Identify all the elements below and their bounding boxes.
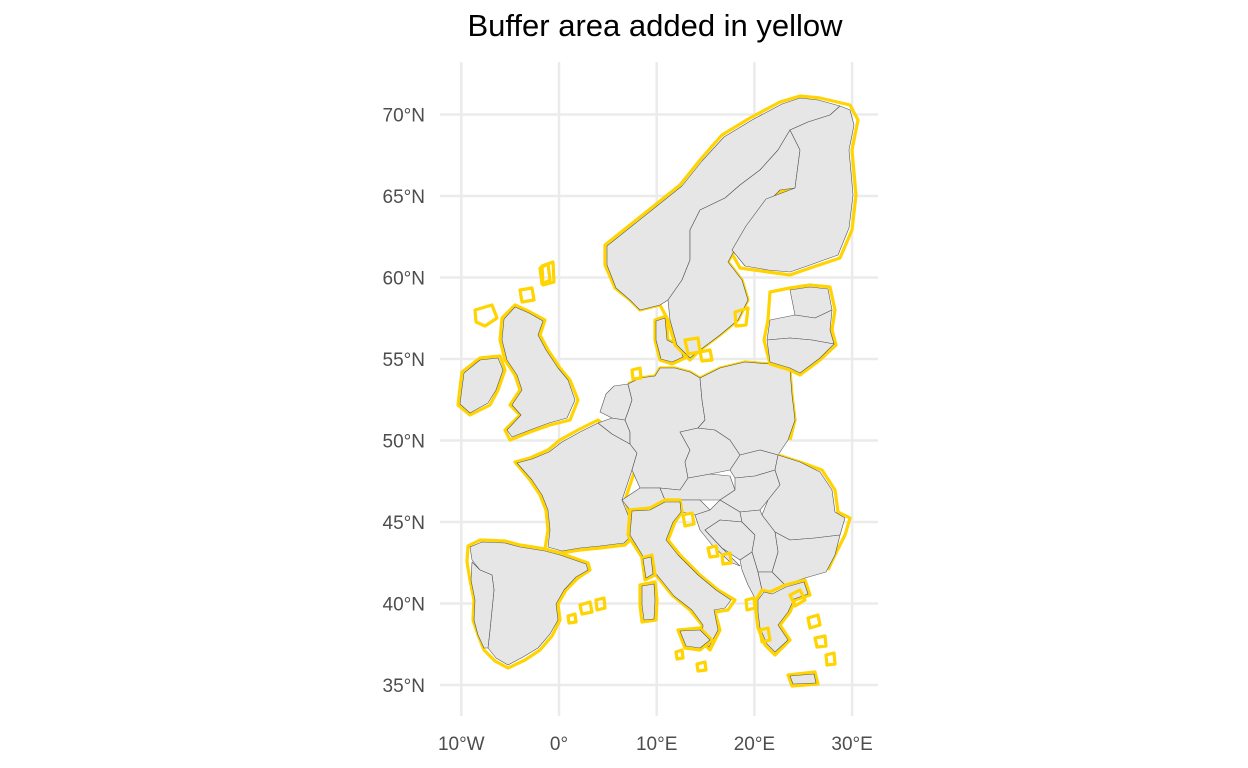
island-sicily	[679, 629, 711, 649]
buffer-sardinia	[638, 580, 659, 624]
buffer-hebrides	[473, 303, 499, 328]
x-tick-label: 10°W	[438, 734, 485, 755]
island-corsica	[642, 556, 654, 579]
buffer-iberia	[465, 538, 592, 670]
x-tick-label: 0°	[550, 734, 568, 755]
buffer-great-britain	[498, 303, 580, 442]
buffer-danish-islands	[630, 336, 714, 381]
country-bulgaria	[771, 531, 841, 586]
buffer-italy	[626, 498, 737, 652]
buffer-balearics	[566, 596, 607, 625]
y-tick-label: 70°N	[383, 106, 425, 127]
y-tick-label: 55°N	[383, 350, 425, 371]
x-tick-label: 30°E	[831, 734, 872, 755]
axis-ticks: 10°W 0° 10°E 20°E 30°E 35°N 40°N 45°N 50°N 55°N 60…	[383, 106, 873, 756]
buffer-france	[513, 418, 642, 555]
country-portugal	[470, 561, 495, 649]
y-tick-label: 65°N	[383, 187, 425, 208]
buffer-aegean-islands	[758, 588, 837, 667]
buffer-corsica	[640, 553, 657, 582]
island-sardinia	[641, 583, 656, 621]
y-tick-label: 40°N	[383, 595, 425, 616]
country-denmark	[655, 317, 684, 363]
x-tick-label: 10°E	[636, 734, 677, 755]
buffer-baltics	[762, 283, 838, 377]
y-tick-label: 35°N	[383, 676, 425, 697]
country-united-kingdom	[501, 306, 576, 438]
country-ireland	[459, 357, 504, 414]
buffer-romania	[777, 453, 852, 571]
y-tick-label: 50°N	[383, 432, 425, 453]
buffer-ireland	[456, 354, 507, 417]
y-tick-label: 60°N	[383, 269, 425, 290]
buffer-sicily	[676, 626, 714, 652]
buffer-adriatic-islands	[681, 511, 733, 566]
buffer-crete	[786, 670, 820, 688]
y-tick-label: 45°N	[383, 513, 425, 534]
country-italy	[629, 501, 732, 648]
country-france	[516, 422, 638, 552]
land-layer	[456, 94, 860, 688]
country-lithuania	[766, 337, 835, 374]
map-title: Buffer area added in yellow	[467, 8, 843, 43]
buffer-denmark	[653, 314, 687, 366]
buffer-gotland	[733, 306, 750, 328]
island-crete	[789, 673, 817, 685]
country-finland	[731, 105, 855, 273]
buffer-faroe	[540, 260, 556, 287]
buffer-malta-others	[674, 596, 757, 673]
x-tick-label: 20°E	[734, 734, 775, 755]
